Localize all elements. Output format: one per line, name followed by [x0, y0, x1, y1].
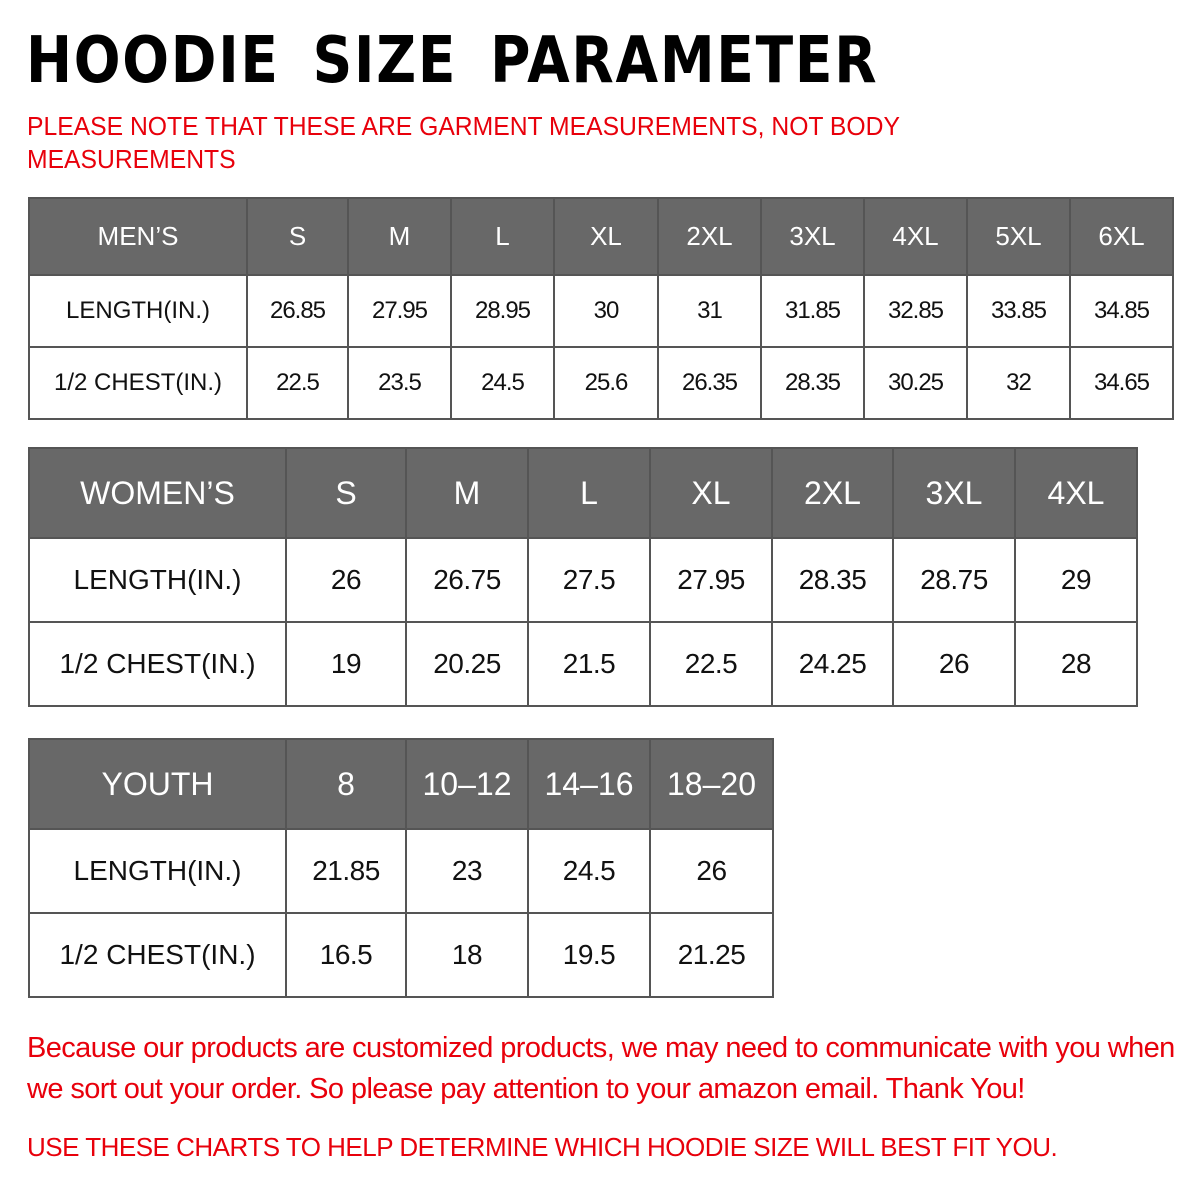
measurement-cell: 23.5: [347, 346, 452, 420]
measurement-cell: 21.5: [527, 621, 651, 707]
table-row: LENGTH(IN.) 26 26.75 27.5 27.95 28.35 28.75 29: [28, 537, 1138, 623]
page-title: HOODIE SIZE PARAMETER: [26, 24, 879, 98]
size-header: 4XL: [1014, 447, 1138, 539]
size-header: 18–20: [649, 738, 774, 830]
measurement-cell: 26.35: [657, 346, 762, 420]
row-label: LENGTH(IN.): [28, 274, 248, 348]
category-header: YOUTH: [28, 738, 287, 830]
measurement-cell: 26: [285, 537, 407, 623]
table-row: 1/2 CHEST(IN.) 19 20.25 21.5 22.5 24.25 26 28: [28, 621, 1138, 707]
garment-note: PLEASE NOTE THAT THESE ARE GARMENT MEASU…: [27, 111, 900, 174]
measurement-cell: 30.25: [863, 346, 968, 420]
measurement-cell: 22.5: [246, 346, 349, 420]
size-header: 14–16: [527, 738, 651, 830]
customization-message: Because our products are customized prod…: [27, 1032, 1175, 1105]
size-header: 6XL: [1069, 197, 1174, 276]
womens-size-table: WOMEN’S S M L XL 2XL 3XL 4XL LENGTH(IN.) 26 26.75 2…: [28, 447, 1138, 707]
measurement-cell: 22.5: [649, 621, 773, 707]
mens-size-table: MEN’S S M L XL 2XL 3XL 4XL 5XL 6XL LENGTH(IN.) 26.8…: [28, 197, 1174, 420]
size-header: S: [246, 197, 349, 276]
size-header: 8: [285, 738, 407, 830]
measurement-cell: 34.85: [1069, 274, 1174, 348]
measurement-cell: 24.5: [450, 346, 555, 420]
size-header: M: [405, 447, 529, 539]
measurement-cell: 29: [1014, 537, 1138, 623]
measurement-cell: 33.85: [966, 274, 1071, 348]
measurement-cell: 31.85: [760, 274, 865, 348]
measurement-cell: 18: [405, 912, 529, 998]
measurement-cell: 26: [892, 621, 1016, 707]
measurement-cell: 24.25: [771, 621, 894, 707]
measurement-cell: 28.35: [760, 346, 865, 420]
size-header: XL: [553, 197, 659, 276]
table-row: 1/2 CHEST(IN.) 16.5 18 19.5 21.25: [28, 912, 774, 998]
table-row: 1/2 CHEST(IN.) 22.5 23.5 24.5 25.6 26.35 28.35…: [28, 346, 1174, 420]
measurement-cell: 31: [657, 274, 762, 348]
measurement-cell: 16.5: [285, 912, 407, 998]
measurement-cell: 23: [405, 828, 529, 914]
measurement-cell: 32.85: [863, 274, 968, 348]
size-header: L: [527, 447, 651, 539]
footer-note: USE THESE CHARTS TO HELP DETERMINE WHICH…: [27, 1132, 1058, 1162]
size-header: 5XL: [966, 197, 1071, 276]
measurement-cell: 26.75: [405, 537, 529, 623]
measurement-cell: 32: [966, 346, 1071, 420]
measurement-cell: 21.85: [285, 828, 407, 914]
header-row: WOMEN’S S M L XL 2XL 3XL 4XL: [28, 447, 1138, 539]
row-label: 1/2 CHEST(IN.): [28, 346, 248, 420]
size-header: M: [347, 197, 452, 276]
measurement-cell: 27.95: [649, 537, 773, 623]
size-header: XL: [649, 447, 773, 539]
measurement-cell: 34.65: [1069, 346, 1174, 420]
measurement-cell: 27.95: [347, 274, 452, 348]
row-label: 1/2 CHEST(IN.): [28, 912, 287, 998]
table-row: LENGTH(IN.) 26.85 27.95 28.95 30 31 31.85 32.85…: [28, 274, 1174, 348]
row-label: LENGTH(IN.): [28, 828, 287, 914]
measurement-cell: 21.25: [649, 912, 774, 998]
size-header: 2XL: [771, 447, 894, 539]
measurement-cell: 30: [553, 274, 659, 348]
measurement-cell: 26.85: [246, 274, 349, 348]
header-row: YOUTH 8 10–12 14–16 18–20: [28, 738, 774, 830]
measurement-cell: 28.75: [892, 537, 1016, 623]
youth-size-table: YOUTH 8 10–12 14–16 18–20 LENGTH(IN.) 21.85 23 2…: [28, 738, 774, 998]
measurement-cell: 27.5: [527, 537, 651, 623]
measurement-cell: 28.95: [450, 274, 555, 348]
size-header: S: [285, 447, 407, 539]
row-label: LENGTH(IN.): [28, 537, 287, 623]
table-row: LENGTH(IN.) 21.85 23 24.5 26: [28, 828, 774, 914]
size-header: 4XL: [863, 197, 968, 276]
measurement-cell: 20.25: [405, 621, 529, 707]
size-header: L: [450, 197, 555, 276]
measurement-cell: 26: [649, 828, 774, 914]
row-label: 1/2 CHEST(IN.): [28, 621, 287, 707]
measurement-cell: 19.5: [527, 912, 651, 998]
header-row: MEN’S S M L XL 2XL 3XL 4XL 5XL 6XL: [28, 197, 1174, 276]
size-header: 3XL: [760, 197, 865, 276]
measurement-cell: 24.5: [527, 828, 651, 914]
category-header: MEN’S: [28, 197, 248, 276]
measurement-cell: 28: [1014, 621, 1138, 707]
measurement-cell: 19: [285, 621, 407, 707]
size-header: 2XL: [657, 197, 762, 276]
measurement-cell: 25.6: [553, 346, 659, 420]
size-header: 10–12: [405, 738, 529, 830]
category-header: WOMEN’S: [28, 447, 287, 539]
measurement-cell: 28.35: [771, 537, 894, 623]
size-header: 3XL: [892, 447, 1016, 539]
